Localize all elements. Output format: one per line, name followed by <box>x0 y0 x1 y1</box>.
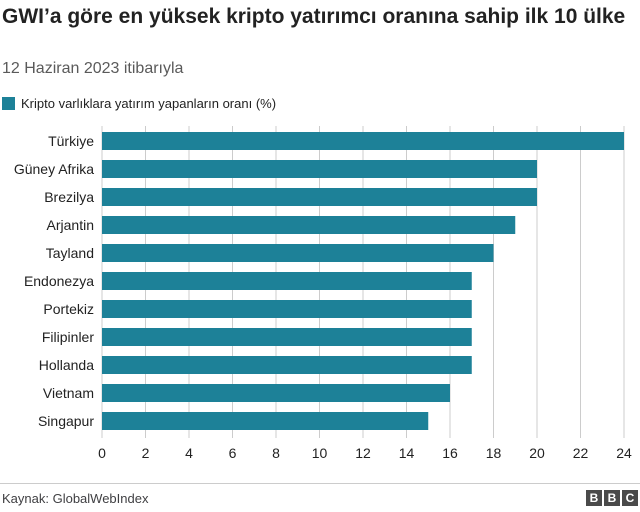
x-tick-label: 10 <box>312 445 328 461</box>
bar <box>102 328 472 346</box>
bar <box>102 412 429 430</box>
x-tick-label: 2 <box>142 445 150 461</box>
x-tick-label: 16 <box>442 445 458 461</box>
category-label: Arjantin <box>47 217 94 233</box>
category-label: Tayland <box>46 245 94 261</box>
category-label: Güney Afrika <box>14 161 94 177</box>
x-tick-label: 14 <box>399 445 415 461</box>
bbc-logo: B B C <box>586 490 638 506</box>
chart-title: GWI’a göre en yüksek kripto yatırımcı or… <box>2 5 626 28</box>
bar <box>102 188 537 206</box>
category-label: Singapur <box>38 413 94 429</box>
x-tick-label: 0 <box>98 445 106 461</box>
category-label: Endonezya <box>24 273 94 289</box>
footer-divider <box>0 483 640 484</box>
x-tick-label: 22 <box>573 445 589 461</box>
source-note: Kaynak: GlobalWebIndex <box>2 491 149 506</box>
x-tick-label: 12 <box>355 445 371 461</box>
legend-swatch <box>2 97 15 110</box>
category-label: Portekiz <box>43 301 94 317</box>
bar <box>102 244 494 262</box>
bar <box>102 216 516 234</box>
category-label: Brezilya <box>44 189 94 205</box>
legend: Kripto varlıklara yatırım yapanların ora… <box>2 96 276 111</box>
x-tick-label: 4 <box>185 445 193 461</box>
category-label: Filipinler <box>42 329 94 345</box>
bar <box>102 160 537 178</box>
x-tick-label: 20 <box>529 445 545 461</box>
x-tick-label: 6 <box>229 445 237 461</box>
bbc-logo-letter: B <box>604 490 620 506</box>
bar <box>102 384 450 402</box>
bbc-logo-letter: C <box>622 490 638 506</box>
category-label: Vietnam <box>43 385 94 401</box>
category-label: Hollanda <box>39 357 94 373</box>
legend-label: Kripto varlıklara yatırım yapanların ora… <box>21 96 277 111</box>
x-tick-label: 24 <box>616 445 632 461</box>
chart-subtitle: 12 Haziran 2023 itibarıyla <box>2 60 184 77</box>
bar <box>102 356 472 374</box>
bar <box>102 132 624 150</box>
x-tick-label: 18 <box>486 445 502 461</box>
bar <box>102 272 472 290</box>
bbc-logo-letter: B <box>586 490 602 506</box>
category-label: Türkiye <box>48 133 94 149</box>
x-tick-label: 8 <box>272 445 280 461</box>
bar <box>102 300 472 318</box>
